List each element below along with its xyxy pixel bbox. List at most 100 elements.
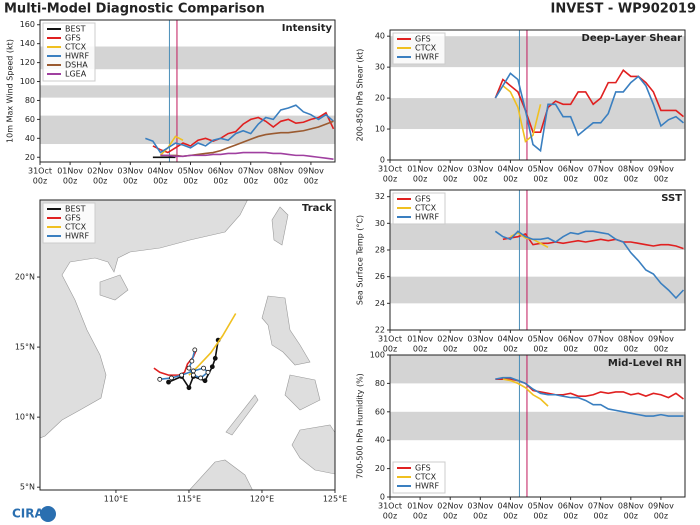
storm-id: INVEST - WP902019 bbox=[551, 2, 696, 17]
panel-title: Intensity bbox=[282, 23, 333, 34]
series-line bbox=[502, 85, 542, 143]
y-tick-label: 100 bbox=[20, 77, 35, 86]
x-tick-label: 04Nov bbox=[498, 165, 524, 174]
shade-band bbox=[390, 411, 685, 441]
y-tick-label: 22 bbox=[375, 326, 385, 335]
x-tick-label: 07Nov bbox=[588, 335, 614, 344]
hainan bbox=[99, 274, 129, 301]
x-tick-label: 04Nov bbox=[148, 167, 174, 176]
x-tick-hour: 00z bbox=[533, 175, 547, 184]
shade-band bbox=[390, 223, 685, 250]
legend-label: HWRF bbox=[415, 213, 439, 222]
panel-title: Track bbox=[302, 203, 332, 214]
x-tick-hour: 00z bbox=[473, 512, 487, 521]
x-tick-hour: 00z bbox=[654, 175, 668, 184]
panel: 5°N 10°N 15°N 20°N 110°E 115°E 120°E 125°E Track… bbox=[15, 199, 347, 504]
x-tick-label: 06Nov bbox=[558, 502, 584, 511]
x-tick-hour: 00z bbox=[93, 177, 107, 186]
x-tick-label: 31Oct bbox=[378, 165, 402, 174]
x-tick-label: 02Nov bbox=[437, 165, 463, 174]
x-tick-label: 01Nov bbox=[407, 335, 433, 344]
y-tick-label: 40 bbox=[375, 436, 385, 445]
track-point bbox=[202, 378, 208, 384]
legend-label: BEST bbox=[65, 205, 86, 214]
panel-title: Deep-Layer Shear bbox=[582, 33, 683, 44]
plot-frame bbox=[39, 199, 336, 491]
x-tick-hour: 00z bbox=[153, 177, 167, 186]
x-tick-label: 09Nov bbox=[648, 502, 674, 511]
x-tick-hour: 00z bbox=[563, 512, 577, 521]
legend-label: GFS bbox=[65, 34, 81, 43]
track-point bbox=[169, 375, 174, 381]
y-tick-label: 40 bbox=[25, 134, 35, 143]
x-tick-label: 03Nov bbox=[467, 165, 493, 174]
x-tick-hour: 00z bbox=[503, 345, 517, 354]
x-tick-label: 02Nov bbox=[437, 502, 463, 511]
y-tick-label: 30 bbox=[375, 63, 385, 72]
track-point bbox=[189, 358, 195, 364]
x-tick-hour: 00z bbox=[624, 512, 638, 521]
legend-label: CTCX bbox=[415, 44, 437, 53]
x-tick-hour: 00z bbox=[244, 177, 258, 186]
x-tick-label: 02Nov bbox=[87, 167, 113, 176]
y-axis-label: 200-850 hPa Shear (kt) bbox=[356, 49, 365, 142]
y-tick-label: 32 bbox=[375, 192, 385, 201]
x-tick-label: 120°E bbox=[250, 495, 274, 504]
x-tick-hour: 00z bbox=[594, 345, 608, 354]
track-point bbox=[190, 368, 196, 374]
x-tick-label: 31Oct bbox=[378, 335, 402, 344]
legend-label: GFS bbox=[415, 35, 431, 44]
legend-label: HWRF bbox=[65, 52, 89, 61]
y-tick-label: 140 bbox=[20, 39, 35, 48]
logo-mark bbox=[40, 506, 56, 522]
legend-label: LGEA bbox=[65, 70, 87, 79]
x-tick-label: 05Nov bbox=[528, 335, 554, 344]
legend-label: CTCX bbox=[65, 43, 87, 52]
plot-frame bbox=[389, 189, 686, 331]
legend-box bbox=[42, 22, 96, 82]
series-line bbox=[494, 72, 685, 153]
x-tick-hour: 00z bbox=[383, 345, 397, 354]
x-tick-label: 05Nov bbox=[528, 165, 554, 174]
track-point bbox=[186, 385, 192, 391]
x-tick-label: 07Nov bbox=[588, 502, 614, 511]
y-tick-label: 0 bbox=[380, 493, 385, 502]
y-tick-label: 100 bbox=[370, 351, 385, 360]
x-tick-hour: 00z bbox=[594, 512, 608, 521]
x-tick-hour: 00z bbox=[413, 512, 427, 521]
track-point bbox=[166, 379, 171, 385]
panel-title: SST bbox=[661, 193, 682, 204]
y-tick-label: 20 bbox=[375, 94, 385, 103]
x-tick-hour: 00z bbox=[533, 512, 547, 521]
x-tick-hour: 00z bbox=[413, 345, 427, 354]
x-tick-hour: 00z bbox=[654, 345, 668, 354]
x-tick-label: 08Nov bbox=[618, 335, 644, 344]
x-tick-hour: 00z bbox=[443, 345, 457, 354]
legend-label: GFS bbox=[415, 195, 431, 204]
series-line bbox=[159, 135, 184, 156]
x-tick-hour: 00z bbox=[274, 177, 288, 186]
y-tick-label: 0 bbox=[380, 156, 385, 165]
x-tick-label: 07Nov bbox=[238, 167, 264, 176]
y-tick-label: 26 bbox=[375, 272, 385, 281]
legend-label: CTCX bbox=[65, 223, 87, 232]
x-tick-hour: 00z bbox=[563, 175, 577, 184]
shade-band bbox=[390, 276, 685, 304]
plot-frame bbox=[39, 19, 336, 163]
legend-label: CTCX bbox=[415, 473, 437, 482]
figure-title: Multi-Model Diagnostic Comparison bbox=[4, 2, 265, 17]
legend-label: GFS bbox=[415, 464, 431, 473]
x-tick-label: 03Nov bbox=[117, 167, 143, 176]
track-point bbox=[205, 369, 211, 375]
series-line bbox=[502, 233, 684, 250]
legend-label: GFS bbox=[65, 214, 81, 223]
x-tick-hour: 00z bbox=[473, 175, 487, 184]
x-tick-label: 06Nov bbox=[558, 165, 584, 174]
track-point bbox=[192, 347, 198, 353]
x-tick-label: 09Nov bbox=[648, 335, 674, 344]
track-point bbox=[198, 375, 204, 381]
y-tick-label: 20°N bbox=[15, 273, 35, 282]
track-point bbox=[190, 372, 196, 378]
mindanao bbox=[291, 424, 335, 475]
